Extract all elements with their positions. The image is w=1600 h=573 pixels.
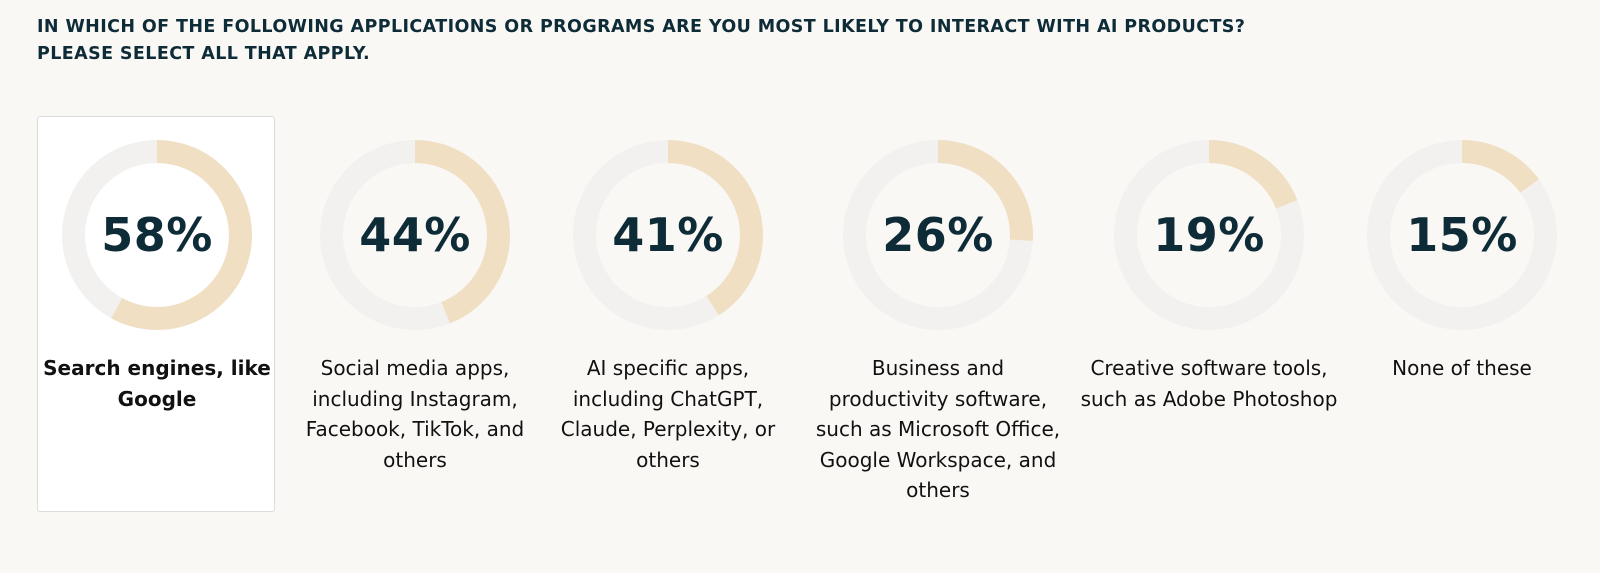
percentage-value: 58% [101, 208, 213, 262]
option-label: Search engines, like Google [43, 356, 271, 411]
percentage-value: 44% [359, 208, 471, 262]
option-label: Business and productivity software, such… [815, 356, 1061, 502]
option-social-media[interactable]: 44% Social media apps, including Instagr… [295, 116, 533, 512]
donut-arc [1114, 140, 1304, 330]
percentage-value: 41% [612, 208, 724, 262]
option-label: AI specific apps, including ChatGPT, Cla… [560, 356, 776, 472]
option-label: Social media apps, including Instagram, … [305, 356, 525, 472]
donut-chart [320, 140, 510, 330]
option-none-of-these[interactable]: 15% None of these [1342, 116, 1580, 512]
donut-chart [1367, 140, 1557, 330]
donut-arc [320, 140, 510, 330]
option-ai-specific-apps[interactable]: 41% AI specific apps, including ChatGPT,… [548, 116, 786, 512]
option-label: Creative software tools, such as Adobe P… [1080, 356, 1338, 411]
question-title: IN WHICH OF THE FOLLOWING APPLICATIONS O… [37, 14, 1337, 68]
donut-arc [573, 140, 763, 330]
donut-arc [1367, 140, 1557, 330]
donut-chart [573, 140, 763, 330]
percentage-value: 19% [1153, 208, 1265, 262]
donut-arc [843, 140, 1033, 330]
option-search-engines[interactable]: 58% Search engines, like Google [37, 116, 275, 512]
percentage-value: 26% [882, 208, 994, 262]
option-label: None of these [1392, 356, 1532, 380]
question-line-1: IN WHICH OF THE FOLLOWING APPLICATIONS O… [37, 17, 1246, 37]
donut-chart [62, 140, 252, 330]
question-line-2: PLEASE SELECT ALL THAT APPLY. [37, 44, 371, 64]
donut-chart [1114, 140, 1304, 330]
option-creative-software[interactable]: 19% Creative software tools, such as Ado… [1081, 116, 1337, 512]
donut-chart [843, 140, 1033, 330]
donut-arc [62, 140, 252, 330]
option-business-software[interactable]: 26% Business and productivity software, … [816, 116, 1060, 512]
percentage-value: 15% [1406, 208, 1518, 262]
